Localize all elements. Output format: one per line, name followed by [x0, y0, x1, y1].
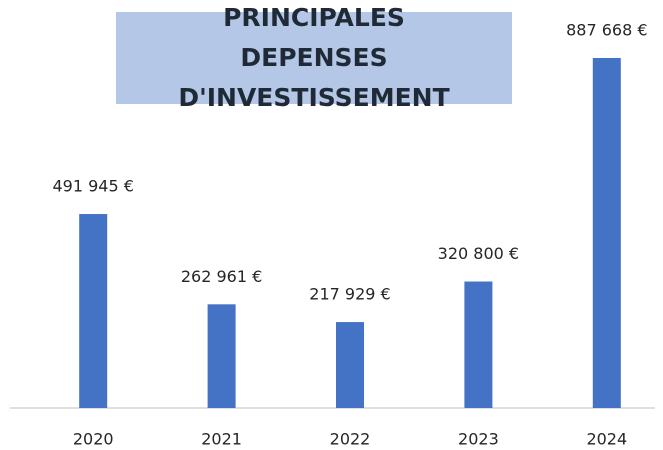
- data-label: 491 945 €: [52, 177, 133, 196]
- x-tick-label: 2020: [73, 430, 114, 449]
- chart-title: PRINCIPALES DEPENSES D'INVESTISSEMENT: [116, 3, 512, 112]
- x-tick-label: 2024: [586, 430, 627, 449]
- bar: [592, 58, 621, 408]
- data-label: 262 961 €: [181, 267, 262, 286]
- x-tick-label: 2023: [458, 430, 499, 449]
- bar: [336, 322, 364, 408]
- data-label: 217 929 €: [309, 285, 390, 304]
- x-tick-label: 2022: [330, 430, 371, 449]
- data-label: 887 668 €: [566, 21, 647, 40]
- bar: [207, 304, 236, 408]
- bar: [79, 214, 108, 408]
- bar: [464, 281, 493, 408]
- data-label: 320 800 €: [438, 244, 519, 263]
- x-tick-label: 2021: [201, 430, 242, 449]
